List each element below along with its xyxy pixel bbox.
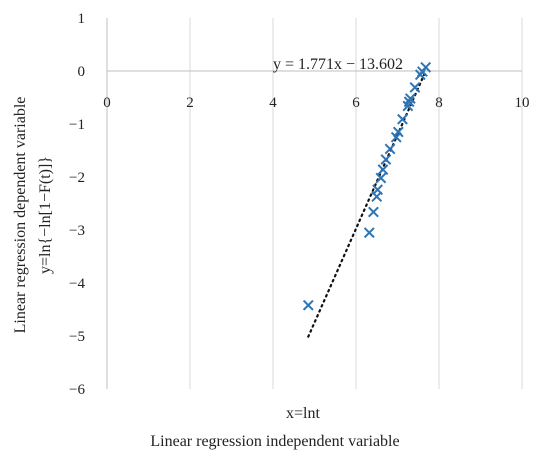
marker-stroke <box>368 206 379 218</box>
data-point <box>372 184 383 196</box>
x-tick-label: 0 <box>103 95 111 111</box>
x-tick-label: 2 <box>186 95 194 111</box>
y-tick-label: −2 <box>69 170 85 186</box>
trendline <box>307 69 427 338</box>
x-axis-title-line2: Linear regression independent variable <box>150 433 399 450</box>
data-point <box>420 61 432 73</box>
data-point <box>380 154 392 165</box>
marker-stroke <box>380 154 392 165</box>
marker-stroke <box>302 299 314 311</box>
y-tick-label: −3 <box>69 223 85 239</box>
y-axis-title-line2: y=ln{−ln[1−F(t)]} <box>37 156 54 274</box>
marker-stroke <box>375 172 387 184</box>
trendline-equation: y = 1.771x − 13.602 <box>273 56 403 73</box>
x-axis-title-line1: x=lnt <box>286 405 320 422</box>
data-point <box>368 206 379 218</box>
marker-stroke <box>371 191 383 203</box>
data-point <box>390 131 402 143</box>
y-axis-title-line1: Linear regression dependent variable <box>12 97 29 334</box>
data-point <box>397 113 408 125</box>
y-tick-labels: 1 0 −1 −2 −3 −4 −5 −6 <box>69 11 85 398</box>
marker-stroke <box>392 126 404 138</box>
trendline-path <box>307 69 427 338</box>
grid <box>189 18 523 389</box>
y-tick-label: −6 <box>69 382 85 398</box>
marker-stroke <box>404 93 416 104</box>
data-point <box>375 172 387 184</box>
x-tick-label: 6 <box>352 95 360 111</box>
data-series <box>302 61 432 311</box>
y-tick-label: −4 <box>69 276 85 292</box>
y-tick-label: −1 <box>69 117 85 133</box>
y-tick-label: 1 <box>78 11 86 27</box>
data-point <box>363 227 375 239</box>
marker-stroke <box>390 131 402 143</box>
data-point <box>302 299 314 311</box>
y-tick-label: 0 <box>78 64 86 80</box>
x-tick-label: 4 <box>269 95 277 111</box>
data-point <box>409 82 421 93</box>
data-point <box>384 143 396 155</box>
x-tick-labels: 0 2 4 6 8 10 <box>103 95 529 111</box>
marker-stroke <box>397 113 408 125</box>
x-axis <box>106 18 522 389</box>
marker-stroke <box>384 143 396 155</box>
marker-stroke <box>420 61 432 73</box>
marker-stroke <box>377 164 389 175</box>
marker-stroke <box>363 227 375 239</box>
data-point <box>377 164 389 175</box>
marker-stroke <box>409 82 421 93</box>
x-tick-label: 8 <box>435 95 443 111</box>
y-tick-label: −5 <box>69 329 85 345</box>
data-point <box>404 93 416 104</box>
data-point <box>392 126 404 138</box>
x-tick-label: 10 <box>515 95 530 111</box>
marker-stroke <box>372 184 383 196</box>
